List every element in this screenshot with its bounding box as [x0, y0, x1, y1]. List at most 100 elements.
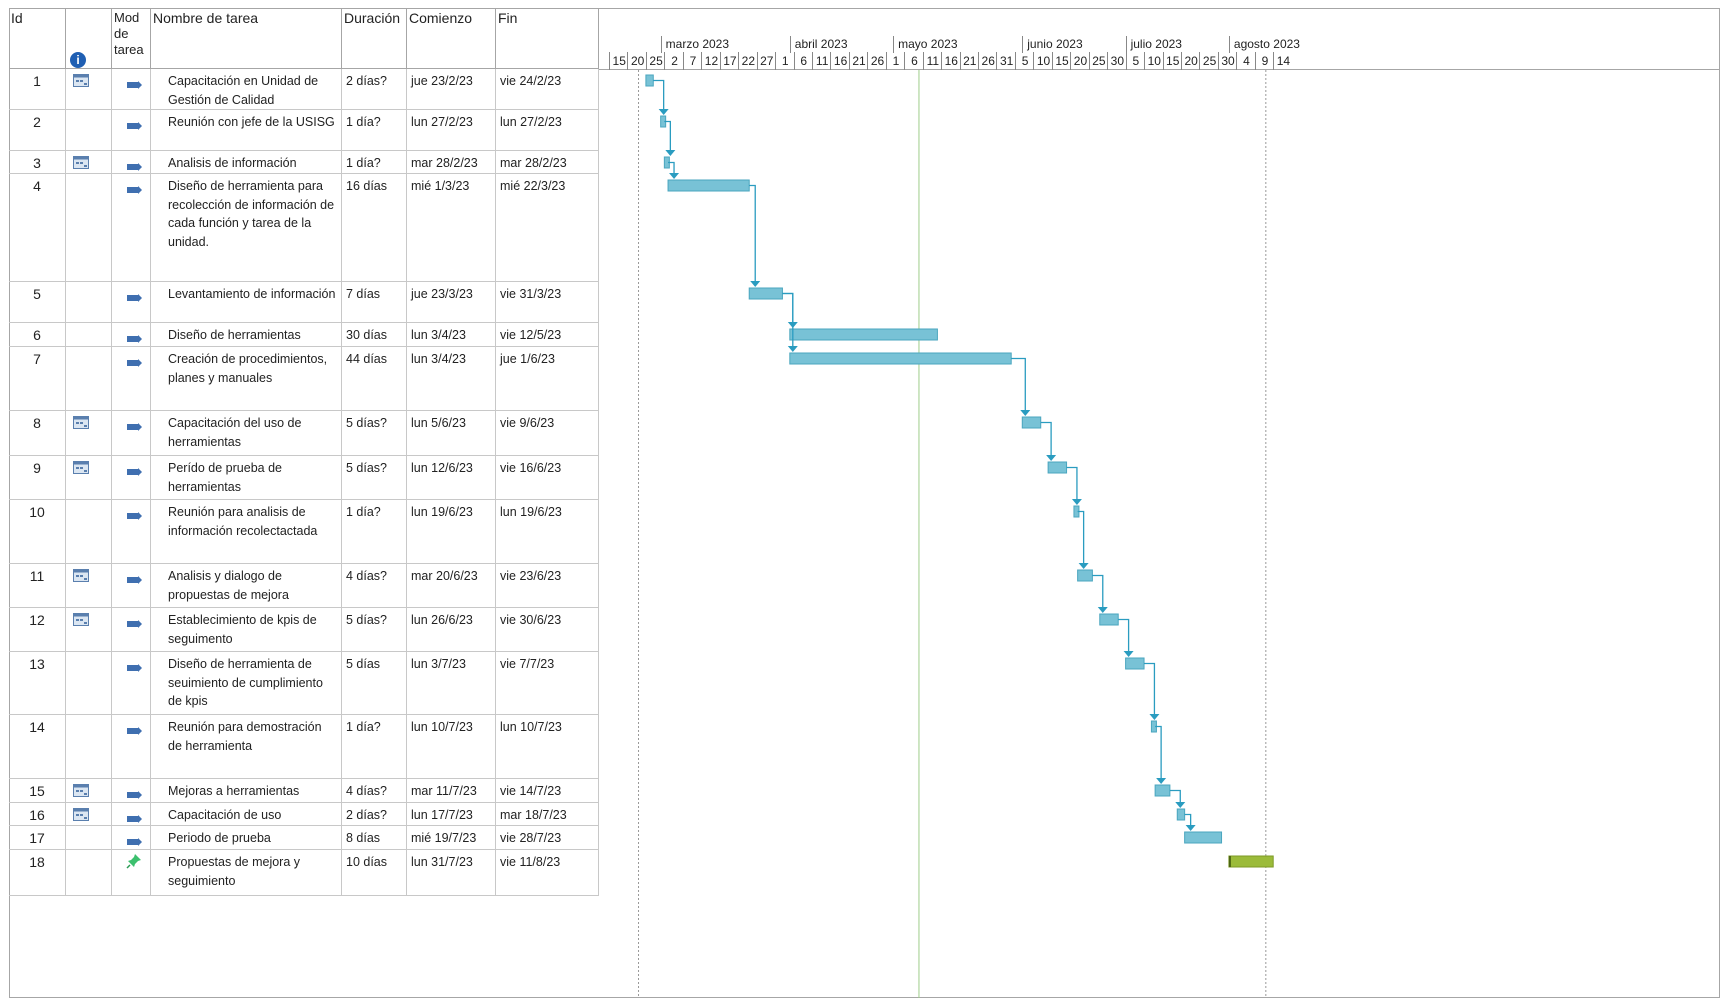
task-mode[interactable]: [112, 779, 151, 802]
task-start[interactable]: mié 1/3/23: [407, 174, 496, 281]
task-mode[interactable]: [112, 323, 151, 346]
task-end[interactable]: vie 14/7/23: [496, 779, 599, 802]
task-name[interactable]: Perído de prueba de herramientas: [151, 456, 342, 499]
task-row[interactable]: 15 Mejoras a herramientas 4 días? mar 11/7/…: [9, 779, 599, 803]
task-start[interactable]: jue 23/3/23: [407, 282, 496, 322]
task-end[interactable]: jue 1/6/23: [496, 347, 599, 410]
task-row[interactable]: 7 Creación de procedimientos, planes y ma…: [9, 347, 599, 411]
task-start[interactable]: lun 5/6/23: [407, 411, 496, 455]
task-name[interactable]: Propuestas de mejora y seguimiento: [151, 850, 342, 895]
task-duration[interactable]: 5 días?: [342, 608, 407, 651]
task-end[interactable]: vie 30/6/23: [496, 608, 599, 651]
task-name[interactable]: Analisis y dialogo de propuestas de mejo…: [151, 564, 342, 607]
task-bar[interactable]: [1021, 416, 1042, 429]
task-bar[interactable]: [1154, 784, 1171, 797]
task-row[interactable]: 1 Capacitación en Unidad de Gestión de Ca…: [9, 69, 599, 110]
task-row[interactable]: 4 Diseño de herramienta para recolección …: [9, 174, 599, 282]
task-id[interactable]: 8: [9, 411, 66, 455]
task-row[interactable]: 16 Capacitación de uso 2 días? lun 17/7/23 m…: [9, 803, 599, 826]
task-start[interactable]: lun 12/6/23: [407, 456, 496, 499]
task-name[interactable]: Establecimiento de kpis de seguimento: [151, 608, 342, 651]
task-end[interactable]: vie 12/5/23: [496, 323, 599, 346]
task-start[interactable]: lun 3/4/23: [407, 323, 496, 346]
task-duration[interactable]: 7 días: [342, 282, 407, 322]
task-duration[interactable]: 5 días: [342, 652, 407, 714]
task-start[interactable]: mar 11/7/23: [407, 779, 496, 802]
task-start[interactable]: jue 23/2/23: [407, 69, 496, 109]
task-bar[interactable]: [1047, 461, 1068, 474]
task-id[interactable]: 9: [9, 456, 66, 499]
task-bar[interactable]: [1077, 569, 1093, 582]
task-end[interactable]: vie 11/8/23: [496, 850, 599, 895]
column-header-name[interactable]: Nombre de tarea: [151, 8, 342, 69]
task-end[interactable]: mar 18/7/23: [496, 803, 599, 825]
task-name[interactable]: Diseño de herramientas: [151, 323, 342, 346]
task-duration[interactable]: 30 días: [342, 323, 407, 346]
task-name[interactable]: Reunión para demostración de herramienta: [151, 715, 342, 778]
task-mode[interactable]: [112, 652, 151, 714]
task-id[interactable]: 2: [9, 110, 66, 150]
task-id[interactable]: 13: [9, 652, 66, 714]
task-start[interactable]: lun 17/7/23: [407, 803, 496, 825]
task-duration[interactable]: 5 días?: [342, 411, 407, 455]
column-header-id[interactable]: Id: [9, 8, 66, 69]
task-row[interactable]: 5 Levantamiento de información 7 días jue 2…: [9, 282, 599, 323]
task-mode[interactable]: [112, 803, 151, 825]
task-row[interactable]: 2 Reunión con jefe de la USISG 1 día? lun 2…: [9, 110, 599, 151]
task-id[interactable]: 10: [9, 500, 66, 563]
task-mode[interactable]: [112, 826, 151, 849]
task-bar[interactable]: [1176, 808, 1186, 821]
task-duration[interactable]: 1 día?: [342, 110, 407, 150]
task-id[interactable]: 4: [9, 174, 66, 281]
task-start[interactable]: mar 28/2/23: [407, 151, 496, 173]
task-name[interactable]: Capacitación del uso de herramientas: [151, 411, 342, 455]
task-id[interactable]: 12: [9, 608, 66, 651]
task-start[interactable]: mié 19/7/23: [407, 826, 496, 849]
task-end[interactable]: vie 31/3/23: [496, 282, 599, 322]
task-end[interactable]: vie 24/2/23: [496, 69, 599, 109]
task-duration[interactable]: 4 días?: [342, 564, 407, 607]
task-end[interactable]: mié 22/3/23: [496, 174, 599, 281]
task-name[interactable]: Periodo de prueba: [151, 826, 342, 849]
task-id[interactable]: 5: [9, 282, 66, 322]
task-name[interactable]: Creación de procedimientos, planes y man…: [151, 347, 342, 410]
task-bar[interactable]: [1099, 613, 1119, 626]
task-mode[interactable]: [112, 411, 151, 455]
task-end[interactable]: vie 9/6/23: [496, 411, 599, 455]
task-end[interactable]: vie 7/7/23: [496, 652, 599, 714]
task-duration[interactable]: 1 día?: [342, 715, 407, 778]
task-name[interactable]: Capacitación en Unidad de Gestión de Cal…: [151, 69, 342, 109]
task-start[interactable]: lun 27/2/23: [407, 110, 496, 150]
task-mode[interactable]: [112, 715, 151, 778]
task-end[interactable]: lun 10/7/23: [496, 715, 599, 778]
task-mode[interactable]: [112, 110, 151, 150]
column-header-duration[interactable]: Duración: [342, 8, 407, 69]
task-id[interactable]: 11: [9, 564, 66, 607]
task-bar[interactable]: [789, 328, 938, 341]
task-start[interactable]: lun 19/6/23: [407, 500, 496, 563]
task-name[interactable]: Diseño de herramienta de seuimiento de c…: [151, 652, 342, 714]
task-row[interactable]: 3 Analisis de información 1 día? mar 28/2/2…: [9, 151, 599, 174]
task-end[interactable]: lun 19/6/23: [496, 500, 599, 563]
task-mode[interactable]: [112, 608, 151, 651]
task-mode[interactable]: [112, 151, 151, 173]
task-row[interactable]: 9 Perído de prueba de herramientas 5 días?…: [9, 456, 599, 500]
task-name[interactable]: Reunión con jefe de la USISG: [151, 110, 342, 150]
task-row[interactable]: 13 Diseño de herramienta de seuimiento de…: [9, 652, 599, 715]
task-mode[interactable]: [112, 456, 151, 499]
task-mode[interactable]: [112, 282, 151, 322]
task-end[interactable]: vie 23/6/23: [496, 564, 599, 607]
task-id[interactable]: 3: [9, 151, 66, 173]
task-duration[interactable]: 1 día?: [342, 500, 407, 563]
task-id[interactable]: 16: [9, 803, 66, 825]
task-duration[interactable]: 1 día?: [342, 151, 407, 173]
task-name[interactable]: Analisis de información: [151, 151, 342, 173]
task-duration[interactable]: 2 días?: [342, 803, 407, 825]
task-row[interactable]: 11 Analisis y dialogo de propuestas de me…: [9, 564, 599, 608]
task-duration[interactable]: 10 días: [342, 850, 407, 895]
task-name[interactable]: Reunión para analisis de información rec…: [151, 500, 342, 563]
task-mode[interactable]: [112, 564, 151, 607]
task-id[interactable]: 14: [9, 715, 66, 778]
task-bar[interactable]: [645, 74, 654, 87]
task-mode[interactable]: [112, 174, 151, 281]
